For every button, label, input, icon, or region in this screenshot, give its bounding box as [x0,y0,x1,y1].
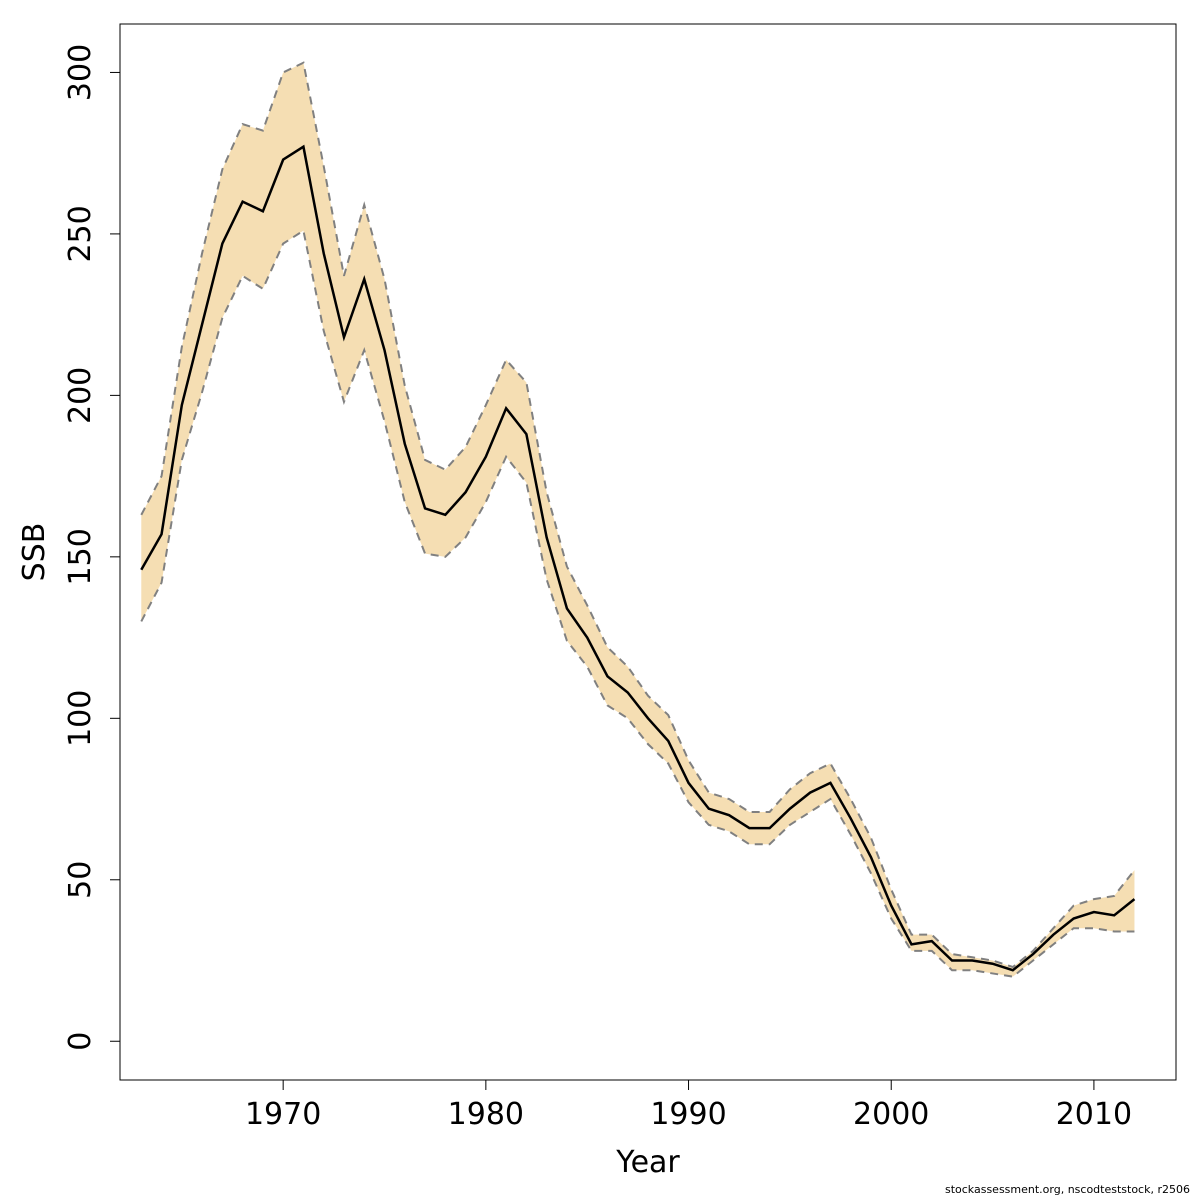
x-tick-label: 2000 [853,1097,929,1132]
y-axis-title: SSB [17,523,52,582]
y-tick-label: 50 [63,861,98,899]
lower-bound-line [140,229,1135,978]
x-axis-title: Year [615,1145,680,1180]
y-axis: 0 50 100 150 200 250 300 [63,44,120,1051]
y-tick-label: 300 [63,44,98,101]
y-tick-label: 100 [63,690,98,747]
y-tick-label: 250 [63,205,98,262]
footer-credit: stockassessment.org, nscodteststock, r25… [944,1183,1190,1196]
series-line-layer [140,61,1136,978]
confidence-band [141,62,1135,977]
ssb-estimate-line [140,144,1136,972]
upper-bound-line [140,61,1136,969]
x-tick-label: 1980 [448,1097,524,1132]
y-tick-label: 200 [63,367,98,424]
x-tick-label: 1990 [650,1097,726,1132]
x-axis: 1970 1980 1990 2000 2010 [245,1080,1132,1132]
x-tick-label: 1970 [245,1097,321,1132]
y-tick-label: 0 [63,1032,98,1051]
y-tick-label: 150 [63,528,98,585]
confidence-band-layer [141,62,1135,977]
plot-frame [119,23,1177,1081]
x-tick-label: 2010 [1056,1097,1132,1132]
